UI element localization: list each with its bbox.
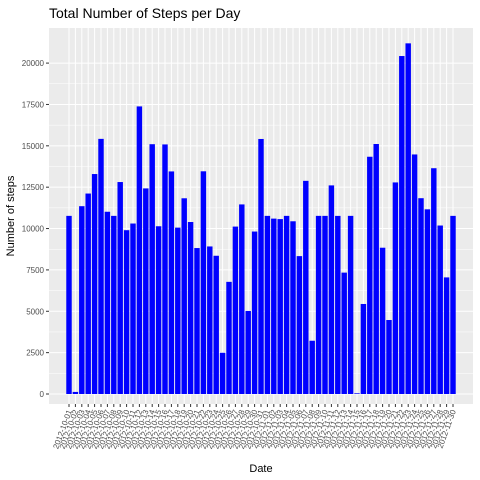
x-axis: 2012-10-012012-10-022012-10-032012-10-04… (51, 404, 458, 450)
bar-2012-10-23 (207, 246, 213, 394)
y-tick-label: 20000 (22, 59, 45, 68)
bar-2012-10-02 (72, 391, 79, 394)
bar-2012-11-04 (283, 215, 290, 394)
bar-2012-10-01 (66, 215, 72, 394)
bar-2012-11-25 (418, 198, 424, 394)
bar-2012-11-06 (296, 256, 303, 394)
bar-2012-11-20 (386, 320, 392, 394)
bar-2012-11-17 (367, 156, 373, 394)
y-axis: 0 2500 5000 7500 10000 12500 15000 17500 20000 (22, 59, 49, 399)
bar-2012-10-25 (219, 352, 226, 394)
bar-2012-11-30 (450, 215, 456, 394)
bar-2012-11-07 (303, 180, 309, 394)
bar-2012-10-31 (258, 138, 264, 394)
bar-2012-11-01 (264, 215, 271, 394)
bar-2012-10-24 (213, 255, 219, 394)
bar-2012-10-08 (111, 215, 117, 394)
bar-2012-11-02 (271, 218, 277, 394)
bar-2012-10-06 (98, 138, 104, 394)
y-axis-title: Number of steps (5, 175, 17, 256)
y-tick-label: 17500 (22, 100, 45, 109)
bar-2012-11-14 (347, 215, 354, 394)
bar-2012-10-13 (143, 188, 149, 394)
bar-2012-10-10 (123, 230, 130, 394)
bar-2012-11-09 (315, 215, 322, 394)
bar-2012-11-11 (328, 185, 335, 394)
bar-2012-10-19 (181, 198, 187, 394)
bar-2012-10-16 (162, 144, 168, 394)
bars (66, 43, 456, 395)
bar-2012-11-10 (322, 215, 328, 394)
bar-2012-10-27 (232, 226, 239, 394)
x-axis-title: Date (249, 463, 272, 475)
bar-2012-10-21 (194, 248, 200, 394)
bar-2012-11-29 (443, 277, 450, 394)
bar-2012-10-22 (200, 171, 207, 394)
bar-2012-11-26 (424, 209, 431, 394)
bar-2012-10-05 (91, 174, 98, 394)
bar-2012-11-16 (360, 303, 367, 394)
bar-2012-11-12 (335, 215, 341, 394)
bar-2012-10-18 (175, 227, 181, 394)
bar-2012-10-20 (187, 222, 194, 394)
bar-2012-11-24 (411, 154, 418, 394)
bar-2012-11-08 (309, 340, 315, 394)
y-tick-label: 12500 (22, 183, 45, 192)
bar-2012-10-15 (155, 226, 162, 394)
bar-2012-10-07 (104, 211, 111, 394)
y-tick-label: 5000 (26, 307, 44, 316)
bar-2012-11-23 (405, 43, 411, 395)
bar-2012-10-04 (85, 193, 91, 394)
bar-2012-10-17 (168, 171, 175, 394)
y-tick-label: 10000 (22, 225, 45, 234)
bar-2012-11-15 (354, 393, 360, 394)
bar-2012-10-28 (239, 204, 245, 394)
bar-2012-10-29 (245, 310, 251, 394)
bar-2012-10-11 (130, 223, 136, 394)
bar-2012-11-19 (379, 247, 386, 394)
bar-2012-11-27 (431, 168, 437, 394)
bar-2012-11-03 (277, 219, 283, 394)
bar-2012-10-09 (117, 182, 123, 394)
bar-2012-10-14 (149, 144, 155, 394)
bar-2012-11-18 (373, 144, 379, 394)
bar-2012-10-26 (226, 281, 232, 394)
y-tick-label: 2500 (26, 349, 44, 358)
bar-2012-10-12 (136, 106, 143, 394)
bar-2012-10-03 (79, 206, 85, 394)
bar-2012-11-22 (399, 56, 405, 394)
bar-2012-11-05 (290, 221, 296, 394)
y-tick-label: 0 (40, 390, 45, 399)
bar-2012-10-30 (251, 231, 258, 394)
bar-2012-11-13 (341, 272, 347, 394)
y-tick-label: 15000 (22, 142, 45, 151)
bar-2012-11-21 (392, 182, 399, 394)
bar-2012-11-28 (437, 225, 443, 394)
y-tick-label: 7500 (26, 266, 44, 275)
chart-title: Total Number of Steps per Day (49, 5, 240, 21)
